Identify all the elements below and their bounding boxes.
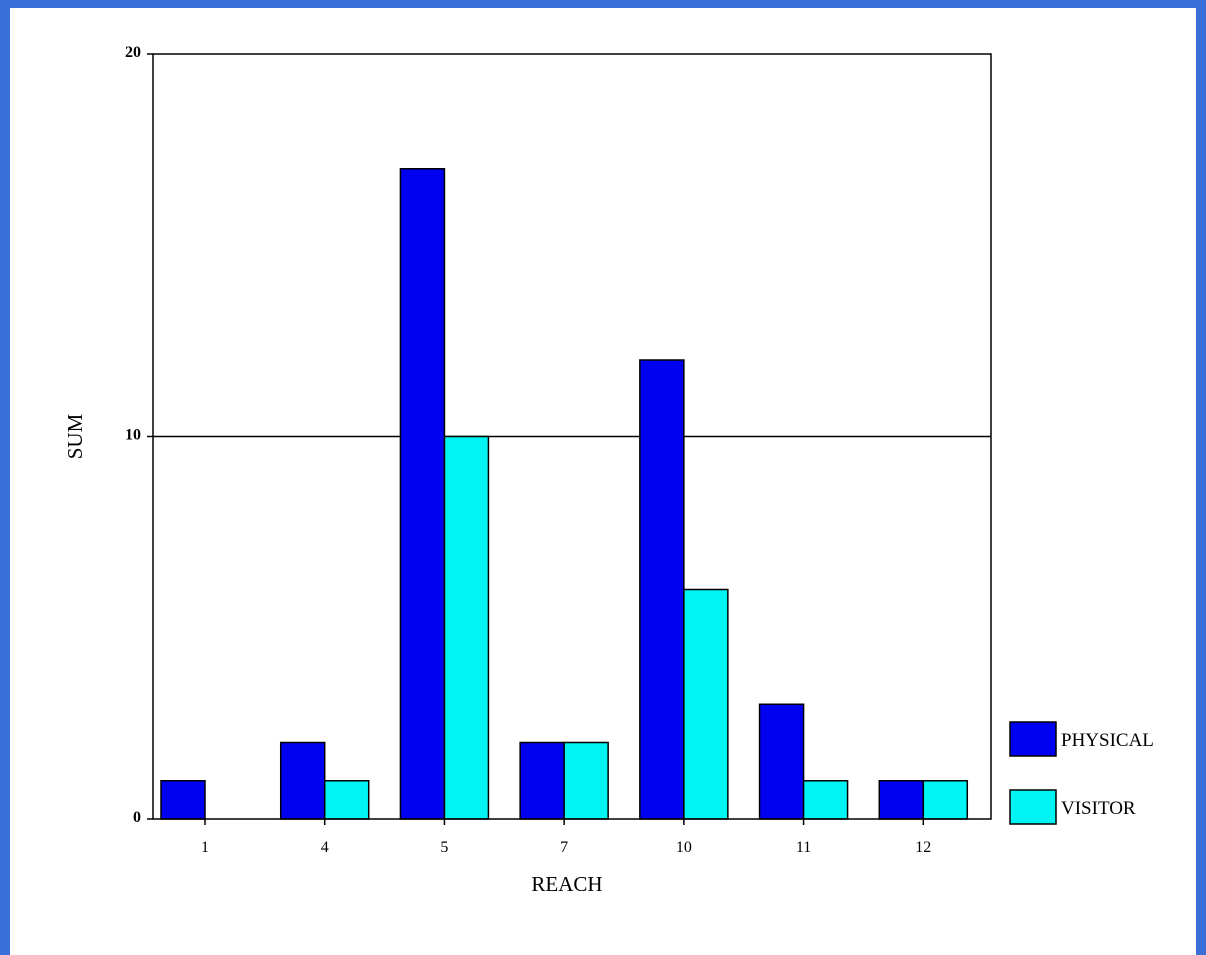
x-tick-label: 1 xyxy=(201,839,209,856)
bar-visitor-5 xyxy=(443,435,490,820)
y-axis: 0 10 20 xyxy=(125,44,153,826)
x-tick-label: 11 xyxy=(796,839,811,856)
bar-visitor-11 xyxy=(802,780,849,820)
bar-visitor-4 xyxy=(323,780,370,820)
x-tick-label: 7 xyxy=(560,839,568,856)
x-tick-label: 10 xyxy=(676,839,692,856)
bar-visitor-12 xyxy=(922,780,969,820)
legend: PHYSICAL VISITOR xyxy=(1009,721,1154,825)
bars-layer xyxy=(160,168,969,820)
y-tick-label: 20 xyxy=(125,44,141,61)
legend-swatch-physical xyxy=(1009,721,1057,757)
legend-label-visitor: VISITOR xyxy=(1061,798,1136,819)
bar-physical-4 xyxy=(279,741,326,820)
x-tick-label: 4 xyxy=(321,839,329,856)
bar-physical-11 xyxy=(758,703,805,820)
chart-frame: 0 10 20 1 4 5 7 10 11 12 SUM REACH PHYSICAL VISIT… xyxy=(10,8,1196,955)
bar-visitor-7 xyxy=(563,741,609,820)
x-axis-title: REACH xyxy=(531,872,602,896)
bar-visitor-10 xyxy=(683,588,729,820)
bar-physical-12 xyxy=(878,780,925,820)
x-axis: 1 4 5 7 10 11 12 xyxy=(201,819,931,856)
bar-physical-10 xyxy=(639,359,685,820)
bar-chart: 0 10 20 1 4 5 7 10 11 12 SUM REACH PHYSICAL VISIT… xyxy=(63,44,1154,896)
y-tick-label: 10 xyxy=(125,427,141,444)
legend-label-physical: PHYSICAL xyxy=(1061,730,1154,751)
y-axis-title: SUM xyxy=(63,413,87,459)
x-tick-label: 12 xyxy=(915,839,931,856)
bar-physical-7 xyxy=(519,741,565,820)
bar-physical-5 xyxy=(399,168,446,820)
bar-physical-1 xyxy=(160,780,206,820)
x-tick-label: 5 xyxy=(440,839,448,856)
y-tick-label: 0 xyxy=(133,809,141,826)
legend-swatch-visitor xyxy=(1009,789,1057,825)
